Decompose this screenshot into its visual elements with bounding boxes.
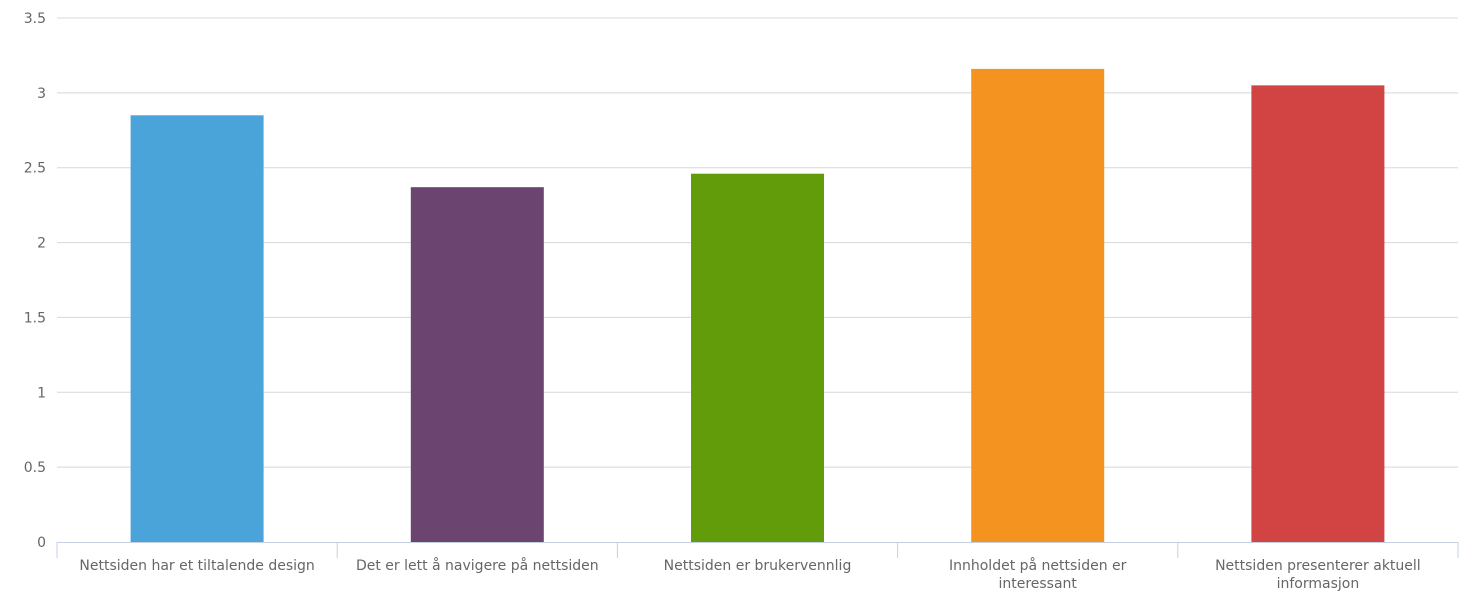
bar-2: [691, 173, 824, 542]
bars: [130, 68, 1385, 543]
y-tick-label-4: 2: [37, 236, 46, 252]
x-category-label-4-line-1: informasjon: [1277, 576, 1360, 592]
x-category-label-2: Nettsiden er brukervennlig: [664, 558, 852, 574]
x-category-label-3-line-0: Innholdet på nettsiden er: [949, 557, 1127, 574]
bar-1: [410, 187, 544, 543]
y-tick-label-3: 1.5: [24, 310, 46, 326]
bar-4: [1251, 85, 1385, 542]
bar-0: [130, 115, 264, 543]
y-axis-tick-labels: 0 0.5 1 1.5 2 2.5 3 3.5: [24, 11, 46, 551]
x-axis: [56, 542, 1459, 558]
y-tick-label-1: 0.5: [24, 460, 46, 476]
x-category-label-4-line-0: Nettsiden presenterer aktuell: [1215, 558, 1421, 574]
bar-3: [971, 68, 1105, 542]
x-category-label-3-line-1: interessant: [998, 576, 1077, 592]
y-tick-label-6: 3: [37, 86, 46, 102]
y-tick-label-7: 3.5: [24, 11, 46, 27]
y-tick-label-5: 2.5: [24, 161, 46, 177]
x-category-label-4: Nettsiden presenterer aktuell informasjon: [1215, 558, 1421, 592]
x-category-label-0-line-0: Nettsiden har et tiltalende design: [79, 558, 314, 574]
x-category-label-1-line-0: Det er lett å navigere på nettsiden: [356, 557, 599, 574]
y-tick-label-2: 1: [37, 385, 46, 401]
x-category-label-1: Det er lett å navigere på nettsiden: [356, 557, 599, 574]
y-tick-label-0: 0: [37, 535, 46, 551]
x-category-label-2-line-0: Nettsiden er brukervennlig: [664, 558, 852, 574]
x-category-label-3: Innholdet på nettsiden er interessant: [949, 557, 1127, 592]
x-axis-category-labels: Nettsiden har et tiltalende design Det er…: [79, 557, 1420, 592]
x-category-label-0: Nettsiden har et tiltalende design: [79, 558, 314, 574]
